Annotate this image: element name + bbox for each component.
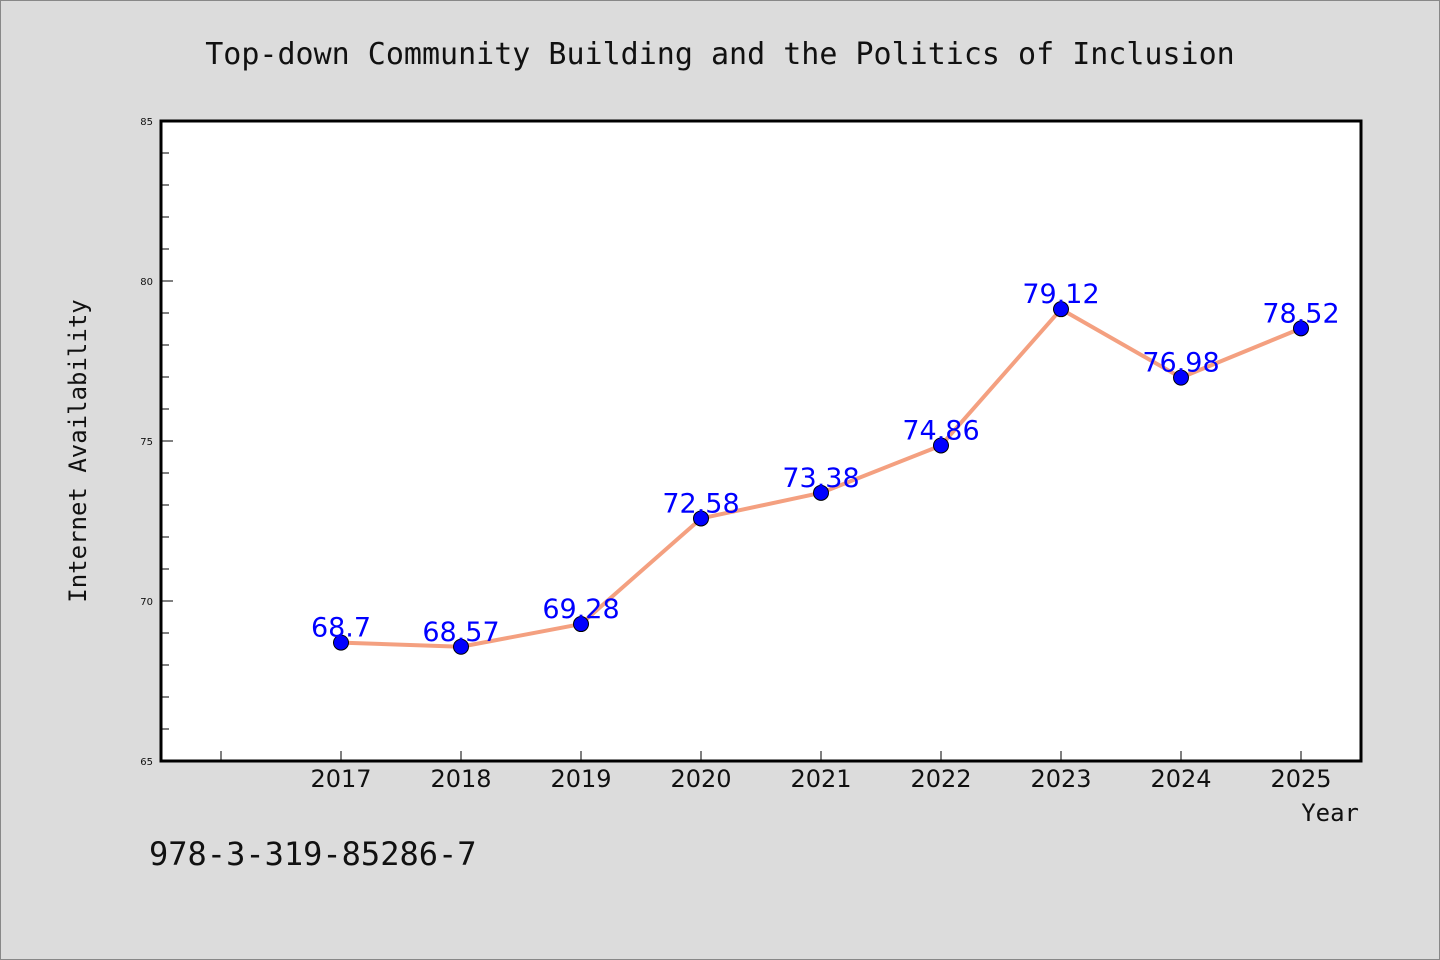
x-tick-label: 2022 — [910, 765, 971, 793]
y-tick-label: 80 — [140, 277, 153, 288]
data-point — [573, 616, 589, 633]
x-tick-label: 2025 — [1270, 765, 1331, 793]
data-label: 69.28 — [542, 594, 619, 625]
y-axis-label: Internet Availability — [64, 299, 92, 602]
x-tick-label: 2018 — [430, 765, 491, 793]
y-tick-label: 75 — [140, 437, 153, 448]
y-tick-label: 85 — [140, 117, 153, 128]
data-point — [1053, 301, 1069, 318]
series-markers — [333, 301, 1309, 655]
data-label: 72.58 — [662, 488, 739, 519]
data-label: 68.7 — [311, 613, 371, 644]
data-point — [933, 437, 949, 454]
x-axis-label: Year — [1301, 799, 1359, 827]
x-tick-label: 2017 — [310, 765, 371, 793]
x-tick-label: 2023 — [1030, 765, 1091, 793]
chart-title: Top-down Community Building and the Poli… — [205, 37, 1235, 72]
data-label: 73.38 — [782, 463, 859, 494]
y-tick-label: 65 — [140, 757, 153, 768]
x-tick-label: 2019 — [550, 765, 611, 793]
x-tick-label: 2024 — [1150, 765, 1211, 793]
data-point — [1173, 369, 1189, 386]
data-label: 76.98 — [1142, 348, 1219, 379]
x-axis-ticks: 2017 2018 2019 2020 2021 2022 2023 2024 2025 — [220, 751, 1332, 793]
data-point — [333, 634, 349, 651]
data-point — [813, 484, 829, 501]
y-tick-label: 70 — [140, 597, 153, 608]
y-axis-ticks: 65 70 75 80 85 — [140, 117, 173, 768]
data-label: 74.86 — [902, 415, 979, 446]
data-label: 78.52 — [1262, 298, 1339, 329]
data-point — [1293, 320, 1309, 337]
data-label: 79.12 — [1022, 279, 1099, 310]
isbn-label: 978-3-319-85286-7 — [149, 835, 477, 873]
x-tick-label: 2020 — [670, 765, 731, 793]
data-point — [693, 510, 709, 527]
data-point — [453, 638, 469, 655]
data-labels: 68.7 68.57 69.28 72.58 73.38 74.86 79.12 76.98 7… — [311, 279, 1340, 648]
plot-area — [159, 119, 1363, 763]
x-tick-label: 2021 — [790, 765, 851, 793]
data-label: 68.57 — [422, 617, 499, 648]
